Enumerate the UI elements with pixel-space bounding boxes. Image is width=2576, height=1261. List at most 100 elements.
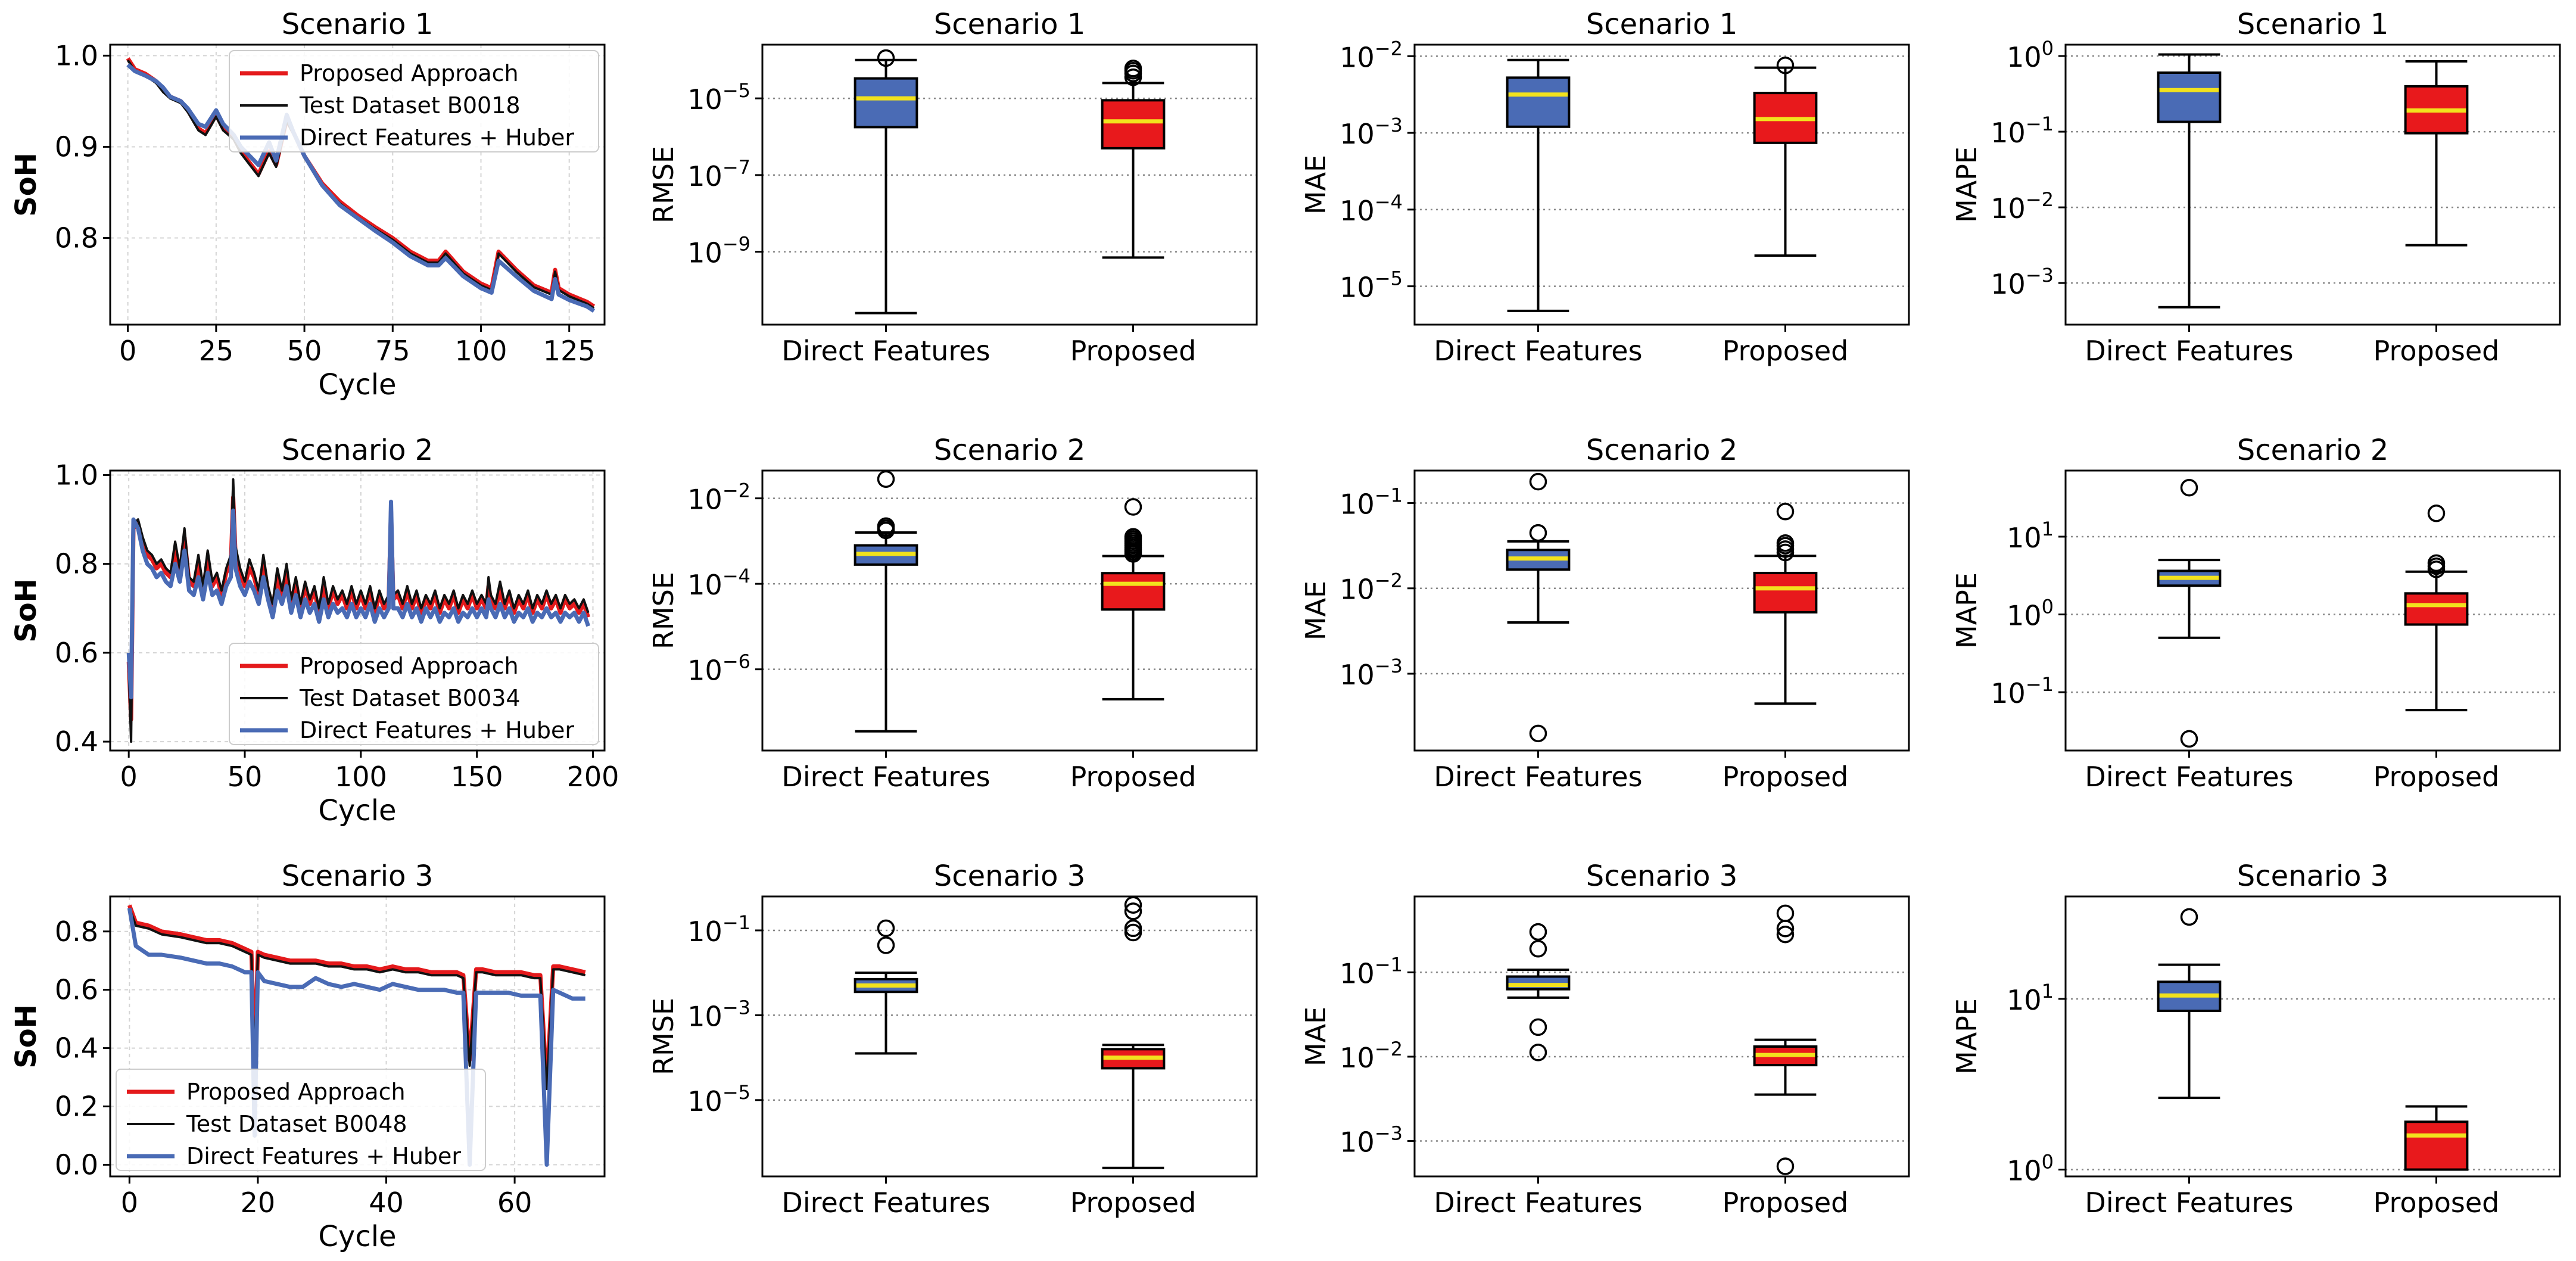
subplot-1-2: Scenario 1 10−9 10−7 10−5 Direct Features Pro… [647,8,1258,367]
x-tick-label: Direct Features [2085,335,2293,367]
outlier-point [1776,503,1795,521]
box-2 [1753,57,1818,257]
x-tick-label: 20 [241,1187,276,1219]
outlier-point [2180,730,2198,748]
outlier-point [1776,1157,1795,1175]
x-axis-label: Cycle [318,1220,396,1253]
y-axis-label: RMSE [647,998,680,1075]
x-tick-label: Direct Features [2085,1187,2293,1219]
subplot-title: Scenario 3 [2237,860,2388,893]
y-axis-label: SoH [10,1004,43,1069]
y-tick-label: 10−2 [1991,188,2054,225]
box-2 [2404,505,2469,712]
y-axis-label: MAE [1300,155,1332,214]
box-iqr [1101,572,1166,611]
legend-label: Direct Features + Huber [300,717,574,743]
subplot-2-2: Scenario 2 10−6 10−4 10−2 Direct Features Pro… [647,434,1258,793]
box-2 [2404,60,2469,247]
x-axis-label: Cycle [318,794,396,827]
y-tick-label: 0.4 [55,726,98,758]
box-1 [854,470,918,733]
x-tick-label: 100 [455,335,507,367]
box-iqr [2404,592,2469,626]
box-2 [1101,498,1166,700]
x-tick-label: 100 [335,761,387,793]
outlier-point [1776,904,1795,923]
x-tick-label: Direct Features [1434,1187,1642,1219]
series-line [126,499,591,699]
y-tick-label: 10−1 [1991,673,2054,709]
subplot-title: Scenario 1 [1586,8,1737,41]
x-tick-label: 25 [199,335,234,367]
subplot-title: Scenario 3 [934,860,1085,893]
subplot-3-3: Scenario 3 10−3 10−2 10−1 Direct Features Pro… [1300,860,1910,1219]
box-2 [1101,60,1166,259]
y-tick-label: 10−2 [1340,37,1403,73]
axes-frame [2064,43,2561,326]
series-line [127,478,590,743]
y-tick-label: 10−6 [687,650,750,687]
y-tick-label: 10−1 [1991,113,2054,149]
x-tick-label: Proposed [1722,335,1849,367]
legend-frame [229,50,599,152]
y-tick-label: 10−1 [687,911,750,948]
y-tick-label: 10−7 [687,156,750,192]
subplot-3-4: Scenario 3 100 101 Direct Features Proposed M… [1951,860,2561,1219]
x-tick-label: Proposed [2373,335,2500,367]
subplot-title: Scenario 1 [282,8,433,41]
y-tick-label: 1.0 [55,39,98,71]
outlier-point [877,470,895,488]
y-tick-label: 10−3 [1340,114,1403,150]
y-tick-label: 10−5 [687,79,750,116]
outlier-point [1776,925,1795,944]
box-1 [2157,53,2222,309]
subplot-title: Scenario 3 [282,860,433,893]
x-tick-label: 0 [121,1187,138,1219]
box-iqr [1753,571,1818,614]
axes-frame [2064,895,2561,1178]
axes-frame [1413,895,1910,1178]
outlier-point [1529,472,1547,491]
legend: Proposed Approach Test Dataset B0018 Direc… [229,50,599,152]
axes-frame [2064,469,2561,752]
legend: Proposed Approach Test Dataset B0034 Direc… [229,643,599,745]
outlier-point [2180,478,2198,497]
y-tick-label: 100 [2007,596,2054,632]
subplot-title: Scenario 2 [2237,434,2388,467]
x-tick-label: 125 [543,335,596,367]
box-1 [1506,58,1571,312]
box-1 [2157,478,2222,748]
outlier-point [1776,534,1795,552]
x-tick-label: 40 [369,1187,404,1219]
subplot-title: Scenario 2 [282,434,433,467]
x-tick-label: 75 [375,335,410,367]
axes-frame [109,43,606,326]
x-tick-label: Direct Features [781,335,990,367]
y-tick-label: 0.8 [55,916,98,948]
outlier-point [2180,908,2198,926]
legend-label: Test Dataset B0048 [186,1111,407,1137]
y-axis-label: SoH [10,152,43,217]
outlier-point [1124,902,1142,920]
legend-label: Test Dataset B0034 [299,685,521,711]
y-tick-label: 10−2 [1340,569,1403,606]
y-tick-label: 0.8 [55,548,98,580]
outlier-point [1124,60,1142,77]
y-tick-label: 10−5 [687,1081,750,1117]
box-iqr [2157,71,2222,123]
box-2 [1753,904,1818,1175]
y-tick-label: 10−3 [687,996,750,1032]
y-tick-label: 0.2 [55,1091,98,1123]
legend-label: Proposed Approach [300,653,519,679]
axes-frame [761,43,1258,326]
outlier-point [1529,524,1547,542]
series-line [126,63,596,313]
y-axis-label: RMSE [647,572,680,649]
subplot-title: Scenario 2 [1586,434,1737,467]
y-tick-label: 10−4 [1340,191,1403,227]
y-tick-label: 0.0 [55,1148,98,1181]
x-tick-label: Direct Features [781,761,990,793]
x-tick-label: 0 [120,761,138,793]
y-tick-label: 101 [2007,518,2054,554]
y-tick-label: 101 [2007,980,2054,1016]
